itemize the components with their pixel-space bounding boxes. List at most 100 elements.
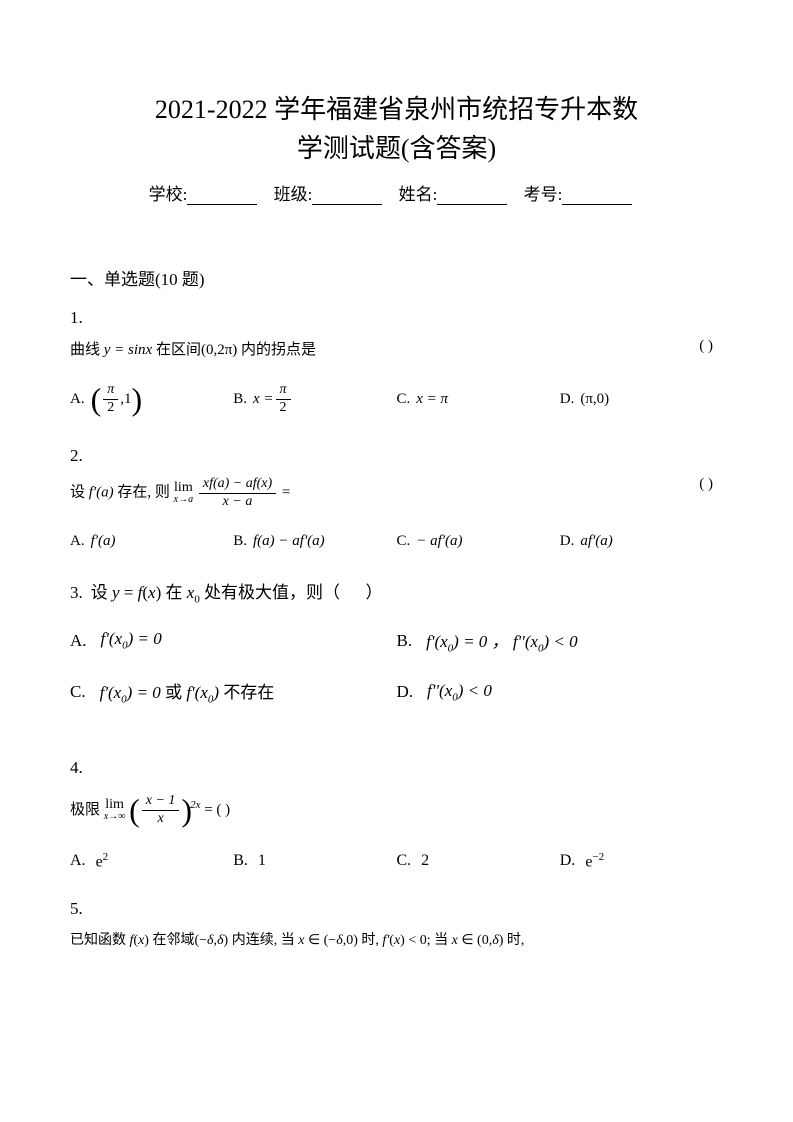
- q2-options: A. f'(a) B. f(a) − af'(a) C. − af'(a) D.…: [70, 533, 723, 550]
- q5-text-content: 已知函数 f(x) 在邻域(−δ,δ) 内连续, 当 x ∈ (−δ,0) 时,…: [70, 933, 524, 948]
- q2-exists: 存在, 则: [114, 485, 170, 501]
- q3-optC-label: C.: [70, 682, 86, 702]
- q3-option-b: B. f'(x0) = 0 ， f''(x0) < 0: [397, 627, 724, 654]
- q4-optC: 2: [421, 852, 429, 870]
- q3-optB: f'(x0) = 0 ， f''(x0) < 0: [426, 627, 578, 654]
- q1-optC-text: x = π: [416, 391, 448, 408]
- q2-text: 设 f'(a) 存在, 则 limx→a xf(a) − af(x)x − a …: [70, 476, 723, 511]
- q4-optA-label: A.: [70, 852, 86, 870]
- q1-optB-num: π: [276, 382, 291, 400]
- q4-frac-num: x − 1: [142, 793, 180, 811]
- q4-option-c: C. 2: [397, 851, 560, 871]
- q4-lim: lim: [105, 798, 124, 812]
- q1-option-b: B. x = π2: [233, 381, 396, 418]
- q4-option-a: A. e2: [70, 851, 233, 871]
- q3-text: 设 y = f(x) 在 x0 处有极大值，则（ ）: [91, 578, 383, 605]
- q3-option-a: A. f'(x0) = 0: [70, 627, 397, 654]
- q2-equals: =: [282, 485, 290, 501]
- q3-options: A. f'(x0) = 0 B. f'(x0) = 0 ， f''(x0) < …: [70, 627, 723, 730]
- q1-text: 曲线 y = sinx 在区间(0,2π) 内的拐点是 ( ): [70, 338, 723, 359]
- q1-optD-label: D.: [560, 391, 575, 408]
- q2-optB: f(a) − af'(a): [253, 533, 325, 550]
- q4-exp: 2x: [190, 799, 200, 811]
- info-line: 学校: 班级: 姓名: 考号:: [70, 180, 723, 205]
- q2-option-a: A. f'(a): [70, 533, 233, 550]
- q2-optC-label: C.: [397, 533, 411, 550]
- q4-option-b: B. 1: [233, 851, 396, 871]
- question-5: 5. 已知函数 f(x) 在邻域(−δ,δ) 内连续, 当 x ∈ (−δ,0)…: [70, 899, 723, 949]
- exam-id-blank[interactable]: [562, 187, 632, 205]
- question-1: 1. 曲线 y = sinx 在区间(0,2π) 内的拐点是 ( ) A. (π…: [70, 308, 723, 418]
- q3-optC: f'(x0) = 0 或 f'(x0) 不存在: [100, 678, 275, 705]
- q1-optD-text: (π,0): [580, 391, 609, 408]
- q2-optD: af'(a): [580, 533, 612, 550]
- q1-optB-den: 2: [276, 400, 291, 417]
- q4-optA: e2: [96, 851, 109, 871]
- q1-optA-num: π: [103, 382, 118, 400]
- q2-optD-label: D.: [560, 533, 575, 550]
- q5-number: 5.: [70, 899, 723, 919]
- title-line-1: 2021-2022 学年福建省泉州市统招专升本数: [70, 90, 723, 129]
- q2-optC: − af'(a): [416, 533, 462, 550]
- q1-optB-label: B.: [233, 391, 247, 408]
- q2-frac-den: x − a: [219, 494, 257, 511]
- q2-option-b: B. f(a) − af'(a): [233, 533, 396, 550]
- q2-text-prefix: 设: [70, 485, 89, 501]
- q4-optB: 1: [258, 852, 266, 870]
- q3-optA: f'(x0) = 0: [101, 629, 162, 651]
- q1-optB-text: x =: [253, 391, 274, 408]
- q4-optD: e−2: [585, 851, 604, 871]
- exam-id-label: 考号:: [524, 185, 563, 204]
- q1-options: A. (π2,1) B. x = π2 C. x = π D. (π,0): [70, 381, 723, 418]
- school-label: 学校:: [149, 185, 188, 204]
- q4-number: 4.: [70, 758, 723, 778]
- q1-formula: y = sinx: [104, 342, 152, 358]
- q2-paren: ( ): [699, 476, 713, 493]
- q1-option-d: D. (π,0): [560, 381, 723, 418]
- q4-optC-label: C.: [397, 852, 412, 870]
- q3-option-c: C. f'(x0) = 0 或 f'(x0) 不存在: [70, 678, 397, 705]
- q1-paren: ( ): [699, 338, 713, 355]
- class-label: 班级:: [274, 185, 313, 204]
- q4-option-d: D. e−2: [560, 851, 723, 871]
- q4-lim-sub: x→∞: [104, 812, 126, 822]
- question-3: 3. 设 y = f(x) 在 x0 处有极大值，则（ ） A. f'(x0) …: [70, 578, 723, 730]
- q1-option-a: A. (π2,1): [70, 381, 233, 418]
- q1-number: 1.: [70, 308, 723, 328]
- q3-optD-label: D.: [397, 682, 414, 702]
- q2-optB-label: B.: [233, 533, 247, 550]
- q2-option-d: D. af'(a): [560, 533, 723, 550]
- q3-optA-label: A.: [70, 631, 87, 651]
- q4-options: A. e2 B. 1 C. 2 D. e−2: [70, 851, 723, 871]
- q2-optA: f'(a): [91, 533, 116, 550]
- question-4: 4. 极限 limx→∞ (x − 1x)2x = ( ) A. e2 B. 1…: [70, 758, 723, 871]
- q2-number: 2.: [70, 446, 723, 466]
- q4-optB-label: B.: [233, 852, 248, 870]
- q1-text-mid: 在区间(0,2π) 内的拐点是: [152, 342, 316, 358]
- q1-optA-den: 2: [103, 400, 118, 417]
- school-blank[interactable]: [187, 187, 257, 205]
- q2-option-c: C. − af'(a): [397, 533, 560, 550]
- q3-line: 3. 设 y = f(x) 在 x0 处有极大值，则（ ）: [70, 578, 723, 605]
- q2-lim: lim: [174, 481, 193, 495]
- q1-optA-label: A.: [70, 391, 85, 408]
- q3-optD: f''(x0) < 0: [427, 681, 492, 703]
- q2-lim-sub: x→a: [174, 495, 193, 505]
- name-blank[interactable]: [437, 187, 507, 205]
- q1-optC-label: C.: [397, 391, 411, 408]
- q1-optA-suffix: ,1: [120, 391, 131, 408]
- q4-text-prefix: 极限: [70, 802, 100, 818]
- q4-equals: = ( ): [204, 802, 230, 818]
- q4-frac-den: x: [153, 811, 167, 828]
- q1-option-c: C. x = π: [397, 381, 560, 418]
- section-header: 一、单选题(10 题): [70, 265, 723, 290]
- q3-option-d: D. f''(x0) < 0: [397, 678, 724, 705]
- q3-number: 3.: [70, 583, 83, 603]
- q1-text-prefix: 曲线: [70, 342, 104, 358]
- q2-optA-label: A.: [70, 533, 85, 550]
- q3-optB-label: B.: [397, 631, 413, 651]
- q4-text: 极限 limx→∞ (x − 1x)2x = ( ): [70, 792, 723, 829]
- class-blank[interactable]: [312, 187, 382, 205]
- name-label: 姓名:: [399, 185, 438, 204]
- q5-text: 已知函数 f(x) 在邻域(−δ,δ) 内连续, 当 x ∈ (−δ,0) 时,…: [70, 929, 723, 949]
